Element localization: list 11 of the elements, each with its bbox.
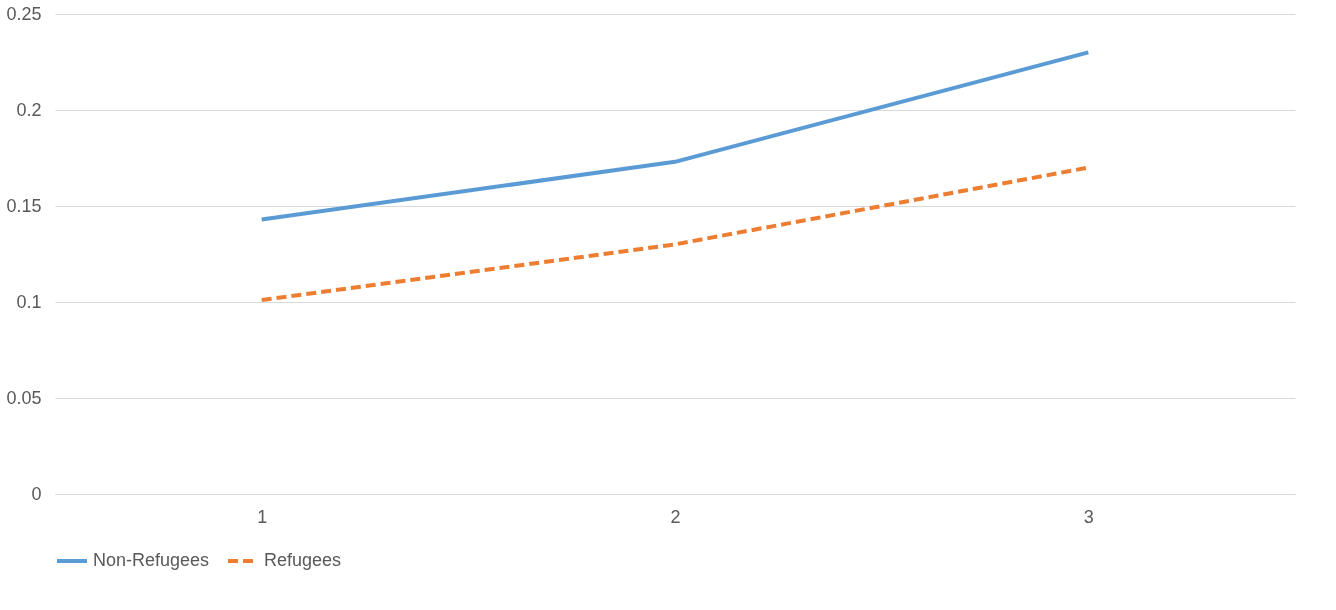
y-tick-label: 0.1 (16, 291, 42, 312)
y-tick-label: 0.2 (16, 99, 42, 120)
legend-label: Non-Refugees (93, 550, 210, 570)
x-tick-label: 1 (257, 506, 268, 527)
y-tick-label: 0 (31, 483, 42, 504)
y-tick-label: 0.15 (6, 195, 42, 216)
y-tick-label: 0.05 (6, 387, 42, 408)
x-tick-label: 3 (1083, 506, 1094, 527)
x-tick-label: 2 (670, 506, 681, 527)
legend-label: Refugees (264, 550, 342, 570)
y-tick-label: 0.25 (6, 3, 42, 24)
